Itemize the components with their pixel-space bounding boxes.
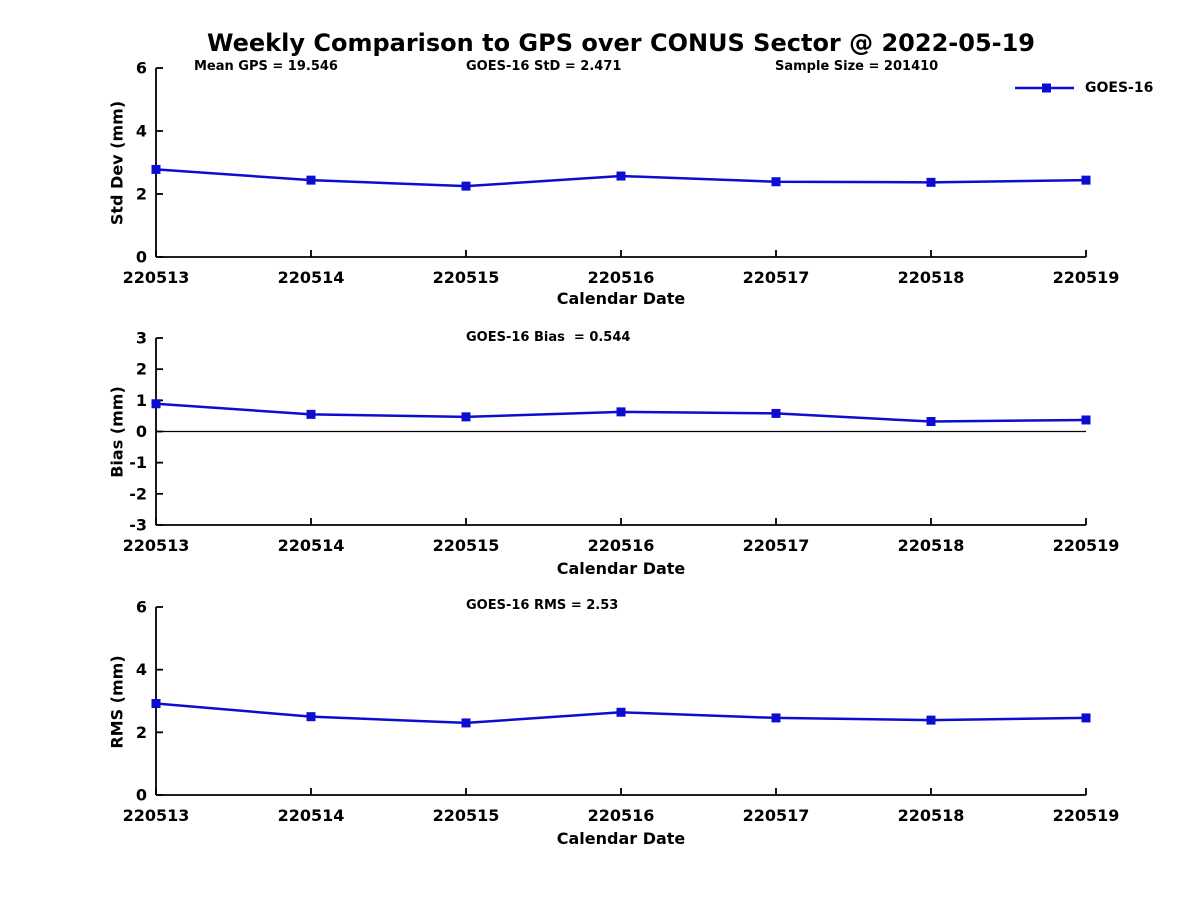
x-tick-label: 220514 <box>278 536 345 555</box>
x-tick-label: 220519 <box>1053 806 1120 825</box>
annotation-sample-size: Sample Size = 201410 <box>775 59 939 74</box>
x-tick-label: 220516 <box>588 806 655 825</box>
xlabel-stddev: Calendar Date <box>556 289 686 308</box>
x-tick-label: 220516 <box>588 536 655 555</box>
data-point-marker <box>616 171 626 181</box>
subplot-rms: 0 2 4 6 220513 220514 220515 220516 220517 220518… <box>123 598 1120 826</box>
x-tick-label: 220515 <box>433 536 500 555</box>
annotation-mean-gps: Mean GPS = 19.546 <box>194 59 338 74</box>
data-point-marker <box>151 399 161 409</box>
y-tick-label: 4 <box>136 122 147 141</box>
x-tick-label: 220517 <box>743 268 810 287</box>
y-tick-label: -2 <box>129 484 147 503</box>
y-tick-label: 2 <box>136 723 147 742</box>
legend-line-sample <box>1015 83 1074 93</box>
data-point-marker <box>1081 713 1091 723</box>
x-tick-label: 220516 <box>588 268 655 287</box>
figure-title: Weekly Comparison to GPS over CONUS Sect… <box>206 29 1035 57</box>
xlabel-bias: Calendar Date <box>556 559 686 578</box>
x-tick-label: 220514 <box>278 268 345 287</box>
y-tick-label: 2 <box>136 360 147 379</box>
subplot-stddev: 0 2 4 6 220513 220514 220515 220516 220517 220518… <box>123 59 1120 288</box>
data-point-marker <box>151 164 161 174</box>
annotation-goes16-std: GOES-16 StD = 2.471 <box>466 59 622 74</box>
data-point-marker <box>1081 415 1091 425</box>
subplot-bias: -3 -2 -1 0 1 2 3 220513 220514 220515 220516 220517… <box>123 329 1120 556</box>
x-tick-label: 220513 <box>123 536 190 555</box>
x-tick-label: 220518 <box>898 806 965 825</box>
y-tick-label: 4 <box>136 660 147 679</box>
data-point-marker <box>306 409 316 419</box>
ylabel-rms: RMS (mm) <box>107 655 127 749</box>
ylabel-stddev: Std Dev (mm) <box>107 100 127 226</box>
data-point-marker <box>461 412 471 422</box>
data-point-marker <box>1081 175 1091 185</box>
data-point-marker <box>771 713 781 723</box>
xlabel-rms: Calendar Date <box>556 829 686 848</box>
y-tick-label: 2 <box>136 185 147 204</box>
y-tick-label: 0 <box>136 786 147 805</box>
x-tick-label: 220518 <box>898 536 965 555</box>
data-point-marker <box>306 175 316 185</box>
x-tick-label: 220513 <box>123 268 190 287</box>
x-tick-label: 220514 <box>278 806 345 825</box>
legend-sample-marker <box>1042 83 1051 93</box>
x-tick-label: 220519 <box>1053 536 1120 555</box>
data-point-marker <box>926 417 936 427</box>
data-point-marker <box>306 712 316 722</box>
data-point-marker <box>616 407 626 417</box>
x-tick-label: 220515 <box>433 806 500 825</box>
x-tick-label: 220513 <box>123 806 190 825</box>
data-point-marker <box>926 177 936 187</box>
x-tick-label: 220519 <box>1053 268 1120 287</box>
y-tick-label: 1 <box>136 391 147 410</box>
y-tick-label: -1 <box>129 453 147 472</box>
data-point-marker <box>771 177 781 187</box>
x-tick-label: 220515 <box>433 268 500 287</box>
y-tick-label: 6 <box>136 59 147 78</box>
y-tick-label: 0 <box>136 248 147 267</box>
annotation-goes16-rms: GOES-16 RMS = 2.53 <box>466 598 619 613</box>
y-tick-label: -3 <box>129 516 147 535</box>
x-tick-label: 220517 <box>743 806 810 825</box>
legend: GOES-16 <box>1015 79 1153 97</box>
data-point-marker <box>926 715 936 725</box>
x-tick-label: 220518 <box>898 268 965 287</box>
y-tick-label: 0 <box>136 422 147 441</box>
y-tick-label: 6 <box>136 598 147 617</box>
data-point-marker <box>771 408 781 418</box>
ylabel-bias: Bias (mm) <box>107 386 127 478</box>
data-point-marker <box>151 699 161 709</box>
annotation-goes16-bias: GOES-16 Bias = 0.544 <box>466 330 631 345</box>
data-point-marker <box>461 718 471 728</box>
x-tick-label: 220517 <box>743 536 810 555</box>
y-tick-label: 3 <box>136 329 147 348</box>
data-point-marker <box>616 707 626 717</box>
legend-label: GOES-16 <box>1085 80 1154 96</box>
data-point-marker <box>461 181 471 191</box>
